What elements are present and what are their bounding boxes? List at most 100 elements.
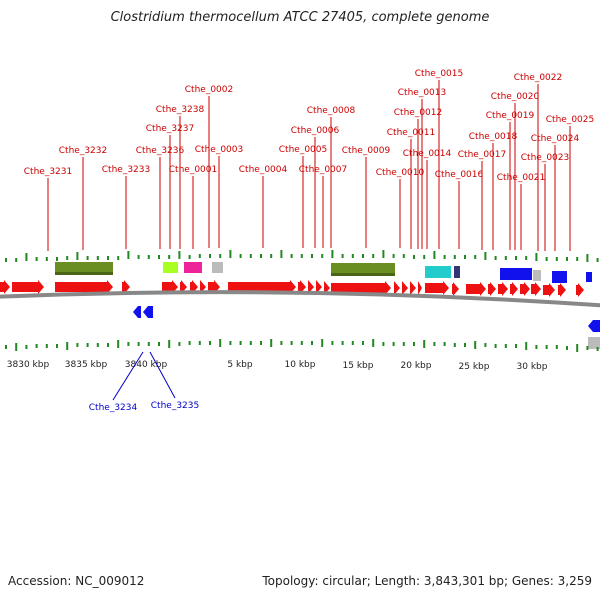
gene-label: Cthe_0002 <box>185 85 233 95</box>
gene-label: Cthe_0019 <box>486 111 535 121</box>
forward-gene-arrow <box>520 282 530 296</box>
gene-label: Cthe_0018 <box>469 132 518 142</box>
tick-mark <box>147 342 150 346</box>
gene-label: Cthe_0015 <box>415 69 463 79</box>
forward-gene-arrow <box>331 281 391 295</box>
tick-mark <box>586 254 589 262</box>
tick-mark <box>127 251 130 259</box>
tick-mark <box>453 343 456 347</box>
gene-label: Cthe_0007 <box>299 165 347 175</box>
gene-label: Cthe_0024 <box>531 134 580 144</box>
tick-mark <box>290 341 293 345</box>
tick-mark <box>596 258 599 262</box>
tick-mark <box>341 341 344 345</box>
tick-mark <box>351 254 354 258</box>
tick-mark <box>464 343 466 347</box>
forward-gene-arrow <box>122 280 130 294</box>
tick-mark <box>229 341 232 345</box>
tick-mark <box>290 254 293 258</box>
tick-mark <box>66 256 69 260</box>
tick-mark <box>362 341 364 345</box>
tick-mark <box>392 254 395 258</box>
tick-mark <box>362 254 364 258</box>
gene-label: Cthe_0010 <box>376 168 425 178</box>
tick-mark <box>270 254 273 258</box>
forward-gene-arrow <box>12 280 44 294</box>
scale-label: 3840 kbp <box>125 360 168 370</box>
tick-mark <box>96 256 99 260</box>
forward-gene-arrow <box>576 283 584 297</box>
forward-gene-arrow <box>543 283 555 297</box>
gene-label: Cthe_3238 <box>156 105 205 115</box>
tick-mark <box>443 342 446 346</box>
forward-gene-arrow <box>558 283 566 297</box>
tick-mark <box>464 255 466 259</box>
gene-label: Cthe_0004 <box>239 165 288 175</box>
gene-label: Cthe_0005 <box>279 145 327 155</box>
leader-line <box>149 351 176 399</box>
gene-label: Cthe_3235 <box>151 401 199 411</box>
tick-mark <box>372 254 375 258</box>
tick-mark <box>219 254 222 258</box>
gene-label: Cthe_0012 <box>394 108 442 118</box>
scale-labels: 3830 kbp 3835 kbp 3840 kbp 5 kbp 10 kbp 15 kb… <box>7 360 548 372</box>
tick-mark <box>15 258 18 262</box>
tick-mark <box>515 256 517 260</box>
tick-mark <box>484 343 487 347</box>
tick-mark <box>555 345 558 349</box>
tick-mark <box>147 255 150 259</box>
tick-mark <box>239 341 242 345</box>
tick-mark <box>433 342 436 346</box>
reverse-gene-arrow <box>588 320 600 332</box>
tick-mark <box>25 253 28 261</box>
feature-block <box>454 266 460 278</box>
forward-gene-arrow <box>418 281 422 295</box>
tick-mark <box>402 254 405 258</box>
gene-label: Cthe_3234 <box>89 403 138 413</box>
forward-gene-arrow <box>316 280 322 294</box>
top-tick-ring <box>5 250 599 262</box>
tick-mark <box>168 340 171 348</box>
tick-mark <box>127 342 130 346</box>
genome-backbone <box>0 290 600 308</box>
tick-mark <box>117 340 120 348</box>
tick-mark <box>311 254 313 258</box>
tick-mark <box>137 255 140 259</box>
top-gene-labels: Cthe_3231 Cthe_3232 Cthe_3233 Cthe_3236 Cthe… <box>24 69 594 251</box>
forward-gene-arrow <box>298 280 306 294</box>
tick-mark <box>504 344 507 348</box>
tick-mark <box>5 258 7 262</box>
tick-mark <box>433 251 436 259</box>
tick-mark <box>249 341 252 345</box>
tick-mark <box>382 250 385 258</box>
tick-mark <box>35 344 38 348</box>
tick-mark <box>45 344 48 348</box>
forward-gene-arrow <box>488 282 496 296</box>
reverse-gene-arrow <box>143 306 153 318</box>
tick-mark <box>382 342 385 346</box>
map-title: Clostridium thermocellum ATCC 27405, com… <box>110 10 490 25</box>
feature-block <box>533 270 541 281</box>
tick-mark <box>76 343 79 347</box>
tick-mark <box>107 256 109 260</box>
tick-mark <box>158 342 160 346</box>
gene-label: Cthe_3233 <box>102 165 150 175</box>
tick-mark <box>260 341 262 345</box>
reverse-gene-arrow <box>133 306 141 318</box>
scale-label: 3835 kbp <box>65 360 108 370</box>
tick-mark <box>178 342 181 346</box>
tick-mark <box>515 344 517 348</box>
feature-block <box>184 262 202 273</box>
tick-mark <box>545 345 548 349</box>
forward-gene-arrow <box>510 282 518 296</box>
tick-mark <box>300 254 303 258</box>
forward-gene-arrow <box>466 282 486 296</box>
gene-label: Cthe_3232 <box>59 146 107 156</box>
tick-mark <box>576 257 579 261</box>
forward-gene-arrow <box>410 281 416 295</box>
tick-mark <box>331 341 334 345</box>
tick-mark <box>321 339 324 347</box>
scale-label: 5 kbp <box>227 360 253 370</box>
feature-block <box>55 262 113 274</box>
forward-gene-arrow <box>498 282 508 296</box>
